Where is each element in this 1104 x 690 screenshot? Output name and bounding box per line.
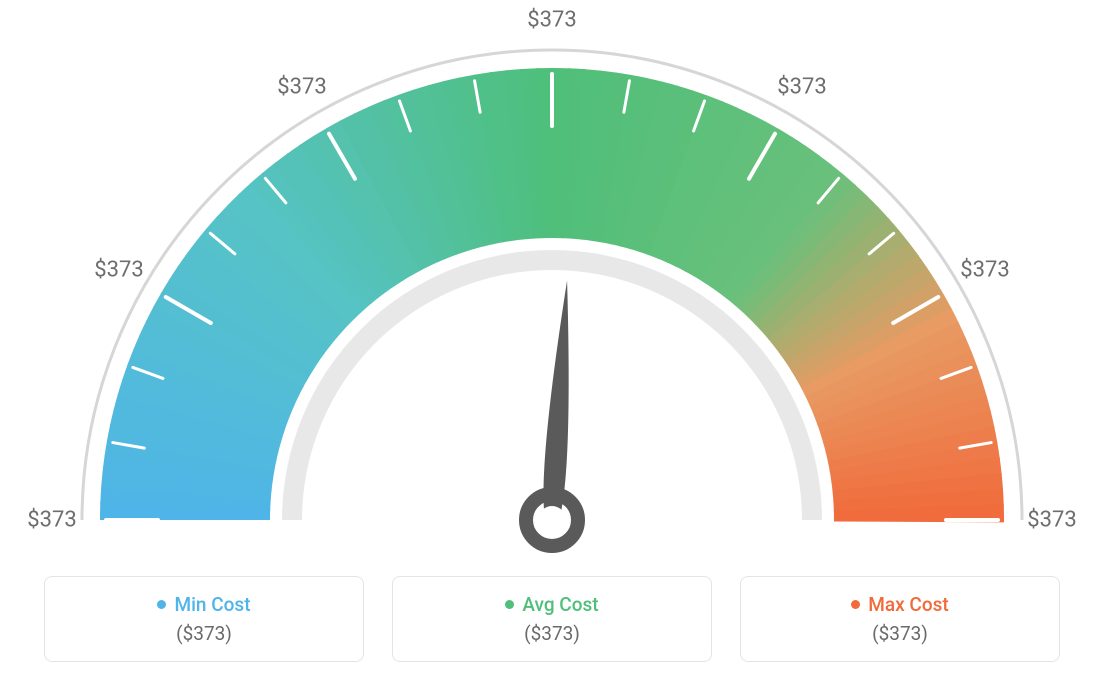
gauge-tick-label: $373 xyxy=(277,74,326,99)
gauge-tick-label: $373 xyxy=(527,8,576,33)
legend-title-max: Max Cost xyxy=(851,593,948,616)
gauge-tick-label: $373 xyxy=(94,258,143,283)
legend-label-min: Min Cost xyxy=(174,593,250,616)
gauge-tick-label: $373 xyxy=(777,74,826,99)
legend-dot-avg xyxy=(505,600,514,609)
legend-value-avg: ($373) xyxy=(524,622,580,645)
legend-card-avg: Avg Cost ($373) xyxy=(392,576,712,662)
legend-card-max: Max Cost ($373) xyxy=(740,576,1060,662)
legend-title-avg: Avg Cost xyxy=(505,593,598,616)
gauge-tick-label: $373 xyxy=(1027,508,1076,533)
gauge-tick-label: $373 xyxy=(27,508,76,533)
legend-value-max: ($373) xyxy=(872,622,928,645)
legend-value-min: ($373) xyxy=(176,622,232,645)
legend-dot-min xyxy=(157,600,166,609)
gauge-svg xyxy=(22,20,1082,580)
legend-card-min: Min Cost ($373) xyxy=(44,576,364,662)
legend-title-min: Min Cost xyxy=(157,593,250,616)
legend-label-max: Max Cost xyxy=(868,593,948,616)
legend-row: Min Cost ($373) Avg Cost ($373) Max Cost… xyxy=(44,576,1060,662)
legend-dot-max xyxy=(851,600,860,609)
chart-container: $373 $373 $373 $373 $373 $373 $373 Min Cost ($… xyxy=(0,0,1104,690)
legend-label-avg: Avg Cost xyxy=(522,593,598,616)
gauge-tick-label: $373 xyxy=(960,258,1009,283)
gauge: $373$373$373$373$373$373$373 xyxy=(22,20,1082,580)
